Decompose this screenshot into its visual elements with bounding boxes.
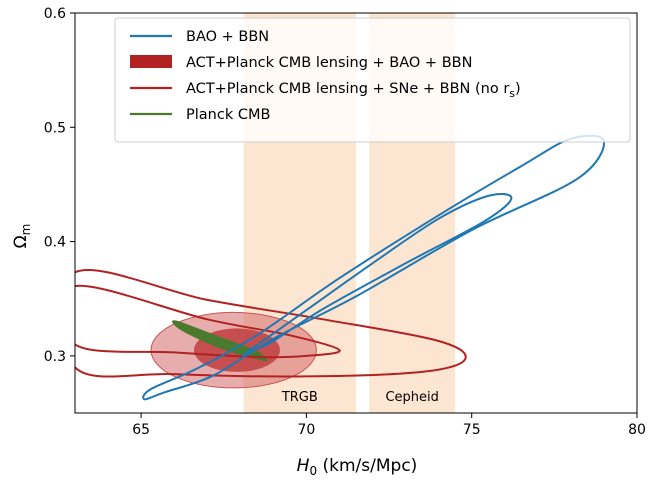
contour-bao-bbn-68 (242, 192, 513, 357)
y-axis-title-sub: m (19, 224, 33, 236)
x-axis-title-main: H (297, 456, 310, 476)
band-label-trgb: TRGB (281, 390, 318, 405)
y-tick-label: 0.6 (44, 6, 66, 22)
x-tick-label: 65 (132, 422, 150, 438)
legend: BAO + BBN ACT+Planck CMB lensing + BAO +… (114, 17, 631, 143)
legend-label-act-bao: ACT+Planck CMB lensing + BAO + BBN (186, 55, 472, 71)
contour-act-planck-cmb-lensing-sne-bbn-no-r-s-68 (75, 284, 341, 359)
band-labels-layer: TRGB Cepheid (281, 390, 439, 405)
legend-label-bao-bbn: BAO + BBN (186, 29, 269, 45)
y-axis-title-main: Ω (11, 235, 31, 248)
contour-planck-cmb-95 (171, 320, 268, 362)
y-axis-title: Ωm (11, 224, 33, 249)
x-axis-title-rest: (km/s/Mpc) (317, 456, 417, 476)
x-tick-label: 80 (628, 422, 646, 438)
plot-frame (74, 12, 638, 414)
legend-label-act-sne-main: ACT+Planck CMB lensing + SNe + BBN (no r (186, 81, 509, 97)
contours-clipped (75, 134, 605, 401)
legend-label-act-sne-sub: s (509, 87, 515, 100)
x-tick-label: 75 (463, 422, 481, 438)
contour-bao-bbn-95 (142, 134, 605, 401)
y-tick-label: 0.3 (44, 349, 66, 365)
legend-label-act-sne-suffix: ) (515, 81, 521, 97)
contours-layer (75, 134, 605, 401)
x-axis-title: H0 (km/s/Mpc) (297, 456, 418, 478)
contour-act-planck-cmb-lensing-sne-bbn-no-r-s-95 (75, 269, 467, 378)
y-tick-label: 0.5 (44, 120, 66, 136)
legend-label-act-sne: ACT+Planck CMB lensing + SNe + BBN (no r… (186, 81, 521, 100)
ticks-layer: 65 70 75 80 0.3 0.4 0.5 0.6 (44, 6, 646, 438)
y-tick-label: 0.4 (44, 235, 66, 251)
legend-swatch-act-bao (130, 55, 172, 68)
legend-label-planck: Planck CMB (186, 107, 270, 123)
x-axis-title-sub: 0 (309, 464, 317, 478)
legend-box (114, 17, 631, 143)
band-label-cepheid: Cepheid (385, 390, 438, 405)
x-tick-label: 70 (297, 422, 315, 438)
